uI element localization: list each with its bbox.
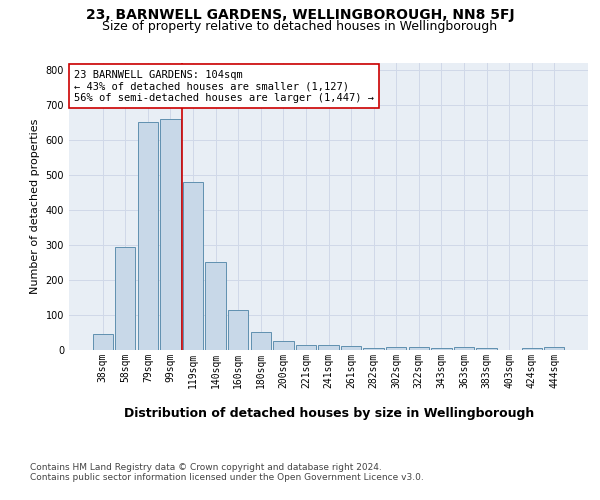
Bar bbox=[319, 344, 338, 350]
Bar bbox=[454, 347, 474, 350]
Y-axis label: Number of detached properties: Number of detached properties bbox=[30, 118, 40, 294]
Bar bbox=[476, 348, 497, 350]
Bar bbox=[138, 122, 158, 350]
Text: Contains HM Land Registry data © Crown copyright and database right 2024.
Contai: Contains HM Land Registry data © Crown c… bbox=[30, 462, 424, 482]
Text: 23, BARNWELL GARDENS, WELLINGBOROUGH, NN8 5FJ: 23, BARNWELL GARDENS, WELLINGBOROUGH, NN… bbox=[86, 8, 514, 22]
Bar bbox=[251, 332, 271, 350]
Bar bbox=[205, 262, 226, 350]
Text: 23 BARNWELL GARDENS: 104sqm
← 43% of detached houses are smaller (1,127)
56% of : 23 BARNWELL GARDENS: 104sqm ← 43% of det… bbox=[74, 70, 374, 103]
Bar bbox=[228, 310, 248, 350]
Bar bbox=[521, 348, 542, 350]
Bar bbox=[431, 348, 452, 350]
Bar bbox=[92, 334, 113, 350]
Bar bbox=[273, 340, 293, 350]
Bar bbox=[364, 348, 384, 350]
Bar bbox=[115, 246, 136, 350]
Text: Distribution of detached houses by size in Wellingborough: Distribution of detached houses by size … bbox=[124, 408, 534, 420]
Bar bbox=[296, 344, 316, 350]
Bar bbox=[183, 182, 203, 350]
Bar bbox=[160, 118, 181, 350]
Bar bbox=[386, 347, 406, 350]
Bar bbox=[544, 347, 565, 350]
Bar bbox=[341, 346, 361, 350]
Text: Size of property relative to detached houses in Wellingborough: Size of property relative to detached ho… bbox=[103, 20, 497, 33]
Bar bbox=[409, 347, 429, 350]
